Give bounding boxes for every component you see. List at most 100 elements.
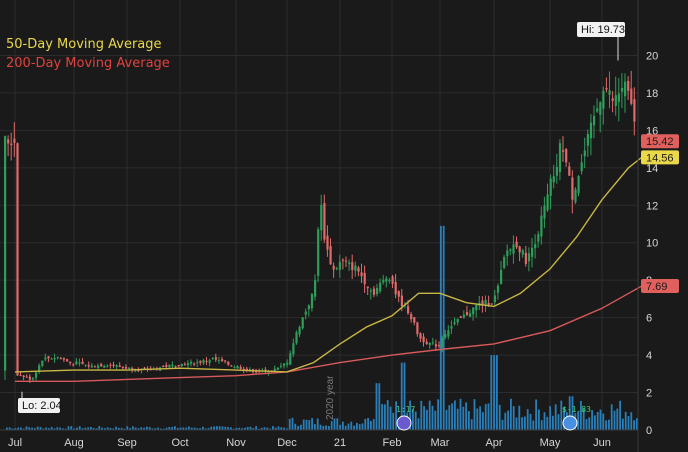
- volume-bar: [431, 405, 434, 430]
- candle-body: [602, 90, 605, 109]
- candle-body: [13, 138, 16, 143]
- candle-body: [469, 313, 472, 317]
- candle-body: [630, 88, 633, 104]
- candle-body: [115, 365, 118, 367]
- candle-body: [90, 365, 93, 368]
- candle-body: [106, 365, 109, 367]
- lo-label: Lo: 2.04: [22, 400, 62, 412]
- volume-bar: [224, 426, 227, 430]
- volume-bar: [274, 427, 277, 430]
- candle-body: [577, 176, 580, 194]
- candle-body: [66, 359, 69, 362]
- volume-bar: [560, 400, 563, 430]
- candle-body: [217, 359, 221, 361]
- volume-bar: [459, 398, 462, 430]
- candle-body: [385, 278, 388, 282]
- volume-bar: [132, 426, 134, 430]
- volume-bar: [596, 411, 599, 430]
- candle-body: [236, 365, 239, 369]
- candle-body: [351, 262, 354, 271]
- volume-bar: [381, 404, 383, 430]
- ma50-line: [14, 156, 643, 373]
- candle-body: [586, 134, 589, 146]
- volume-bar: [260, 427, 263, 430]
- candle-body: [366, 286, 369, 289]
- volume-bar: [468, 411, 470, 430]
- volume-bar: [440, 225, 442, 430]
- price-tag-label: 14.56: [646, 152, 674, 164]
- earnings-icon: [562, 415, 578, 431]
- candle-body: [298, 326, 301, 335]
- candle-body: [4, 136, 7, 371]
- volume-bar: [386, 400, 389, 430]
- x-tick-label: Mar: [431, 437, 450, 449]
- volume-bar: [202, 426, 204, 430]
- volume-bar: [476, 408, 479, 430]
- volume-bar: [372, 419, 375, 430]
- volume-bar: [76, 427, 78, 430]
- volume-bar: [512, 406, 515, 430]
- volume-bar: [610, 404, 613, 430]
- candle-body: [555, 166, 558, 176]
- x-tick-label: Aug: [64, 437, 84, 449]
- candle-body: [521, 250, 524, 255]
- candle-body: [233, 367, 236, 369]
- candle-body: [357, 267, 360, 272]
- volume-bar: [249, 426, 252, 430]
- ma200-line: [15, 285, 643, 382]
- volume-bar: [235, 427, 238, 430]
- volume-bar: [325, 425, 327, 430]
- volume-bar: [448, 405, 451, 430]
- volume-bar: [426, 409, 428, 430]
- candle-body: [10, 143, 13, 146]
- volume-bar: [17, 427, 19, 430]
- volume-bar: [283, 427, 285, 430]
- x-tick-label: Oct: [171, 437, 188, 449]
- candle-body: [360, 272, 363, 277]
- volume-bar: [454, 400, 456, 430]
- volume-bar: [392, 412, 395, 430]
- legend-ma50: 50-Day Moving Average: [6, 37, 162, 52]
- volume-bar: [526, 409, 529, 430]
- candle-body: [112, 364, 115, 367]
- volume-bar: [28, 427, 31, 430]
- volume-bar: [353, 425, 355, 430]
- volume-bar: [277, 426, 280, 430]
- candle-body: [388, 279, 391, 282]
- candle-body: [75, 361, 78, 365]
- volume-bar: [370, 420, 372, 430]
- volume-bar: [322, 425, 325, 430]
- candle-body: [103, 365, 106, 368]
- volume-bar: [288, 418, 291, 430]
- volume-bar: [118, 427, 120, 430]
- candle-body: [50, 358, 53, 360]
- x-tick-label: Feb: [383, 437, 402, 449]
- volume-bar: [204, 428, 207, 430]
- volume-bar: [272, 426, 274, 430]
- volume-bar: [59, 427, 61, 430]
- candle-body: [425, 341, 428, 345]
- candle-body: [484, 299, 487, 306]
- candle-body: [124, 366, 128, 369]
- candle-body: [354, 265, 357, 271]
- candle-body: [59, 358, 62, 360]
- volume-bar: [358, 424, 361, 430]
- candle-body: [72, 364, 75, 366]
- y-tick-label: 18: [646, 88, 658, 100]
- volume-bar: [182, 427, 185, 430]
- volume-bar: [134, 427, 137, 430]
- candle-body: [481, 300, 484, 306]
- volume-bar: [568, 396, 571, 430]
- candle-body: [242, 368, 245, 370]
- volume-bar: [238, 427, 241, 430]
- candle-body: [314, 280, 317, 297]
- candle-body: [562, 150, 565, 152]
- candle-body: [208, 360, 211, 363]
- volume-bar: [344, 425, 347, 430]
- candle-body: [620, 87, 624, 92]
- volume-bar: [482, 412, 484, 430]
- volume-bar: [221, 426, 224, 430]
- candle-body: [431, 342, 434, 344]
